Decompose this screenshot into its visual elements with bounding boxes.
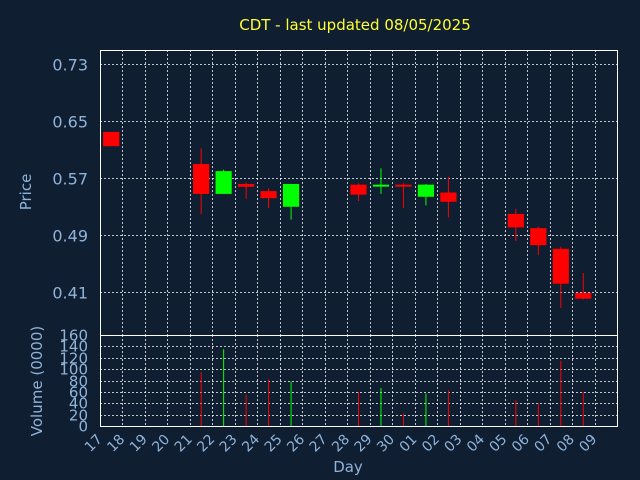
x-tick-label: 27 (307, 432, 331, 456)
candle-body (193, 164, 210, 194)
x-tick-label: 02 (419, 432, 443, 456)
candle-body (440, 192, 457, 202)
x-tick-label: 30 (374, 432, 398, 456)
candle-body (552, 248, 569, 284)
candle-body (417, 184, 435, 197)
volume-tick-label: 60 (69, 384, 88, 402)
candle-body (575, 292, 592, 299)
x-tick-label: 23 (217, 432, 241, 456)
x-tick-label: 08 (554, 432, 578, 456)
candle-body (530, 228, 547, 246)
x-tick-label: 28 (329, 432, 353, 456)
x-tick-label: 05 (487, 432, 511, 456)
x-tick-label: 29 (352, 432, 376, 456)
volume-tick-label: 160 (59, 327, 88, 345)
candle-body (215, 171, 232, 194)
x-tick-label: 09 (576, 432, 600, 456)
x-tick-label: 04 (464, 431, 488, 455)
volume-panel-frame (100, 335, 618, 427)
volume-tick-label: 140 (59, 338, 88, 356)
volume-axis-label: Volume (0000) (28, 326, 46, 436)
candle-body (372, 184, 390, 187)
price-tick-label: 0.57 (52, 170, 88, 189)
x-tick-label: 20 (149, 432, 173, 456)
candle-body (282, 183, 300, 207)
x-tick-label: 26 (284, 431, 308, 455)
x-tick-label: 22 (194, 432, 218, 456)
x-tick-label: 24 (239, 431, 263, 455)
candle-body (260, 191, 277, 199)
x-tick-label: 01 (397, 432, 421, 456)
x-tick-label: 25 (262, 432, 286, 456)
price-tick-label: 0.41 (52, 284, 88, 303)
x-tick-label: 19 (127, 432, 151, 456)
x-tick-label: 18 (104, 432, 128, 456)
x-tick-label: 21 (172, 432, 196, 456)
volume-tick-label: 0 (78, 418, 88, 436)
volume-tick-label: 80 (69, 373, 88, 391)
volume-tick-label: 120 (59, 350, 88, 368)
x-tick-label: 03 (442, 432, 466, 456)
candle-body (350, 184, 367, 195)
volume-tick-label: 20 (69, 407, 88, 425)
x-tick-label: 07 (531, 432, 555, 456)
x-axis-label: Day (333, 458, 363, 476)
candle-body (238, 183, 255, 187)
price-tick-label: 0.49 (52, 227, 88, 246)
candle-body (395, 184, 412, 187)
chart-title: CDT - last updated 08/05/2025 (239, 16, 471, 34)
volume-tick-label: 40 (69, 395, 88, 413)
volume-tick-label: 100 (59, 361, 88, 379)
candle-body (507, 213, 524, 228)
price-tick-label: 0.65 (52, 113, 88, 132)
price-tick-label: 0.73 (52, 56, 88, 75)
x-tick-label: 06 (509, 431, 533, 455)
price-axis-label: Price (17, 174, 35, 211)
candle-body (103, 131, 120, 147)
